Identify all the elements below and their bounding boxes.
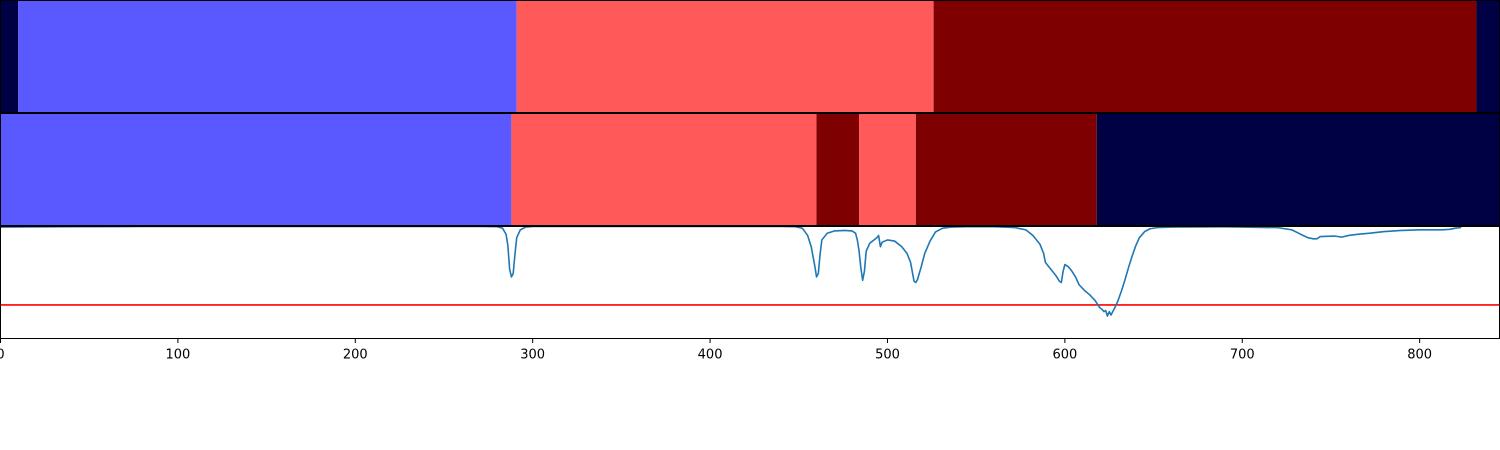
x-tick-label-700: 700 <box>1230 348 1255 363</box>
x-tick-label-100: 100 <box>165 348 190 363</box>
segment-row-2 <box>0 113 1500 226</box>
segment-2-1 <box>0 113 512 226</box>
segment-rows <box>0 0 1500 226</box>
signal-line <box>0 226 1462 317</box>
x-tick-label-300: 300 <box>520 348 545 363</box>
x-tick-label-200: 200 <box>343 348 368 363</box>
segment-1-2 <box>18 0 517 113</box>
x-tick-label-500: 500 <box>875 348 900 363</box>
signal-plot-area <box>0 226 1500 317</box>
segment-2-6 <box>1096 113 1500 226</box>
signal-panel <box>0 226 1500 339</box>
segment-1-1 <box>0 0 19 113</box>
signal-frame <box>0 226 1500 339</box>
x-tick-label-0: 0 <box>0 348 5 363</box>
segment-2-2 <box>511 113 817 226</box>
segment-2-3 <box>816 113 860 226</box>
x-tick-label-600: 600 <box>1052 348 1077 363</box>
segment-1-4 <box>933 0 1477 113</box>
segment-2-4 <box>859 113 916 226</box>
segment-2-5 <box>915 113 1097 226</box>
segment-1-3 <box>516 0 934 113</box>
x-tick-label-800: 800 <box>1407 348 1432 363</box>
segment-row-1 <box>0 0 1500 113</box>
x-axis: 0 100 200 300 400 500 600 700 800 <box>0 338 1432 363</box>
segment-1-5 <box>1476 0 1500 113</box>
x-tick-label-400: 400 <box>698 348 723 363</box>
